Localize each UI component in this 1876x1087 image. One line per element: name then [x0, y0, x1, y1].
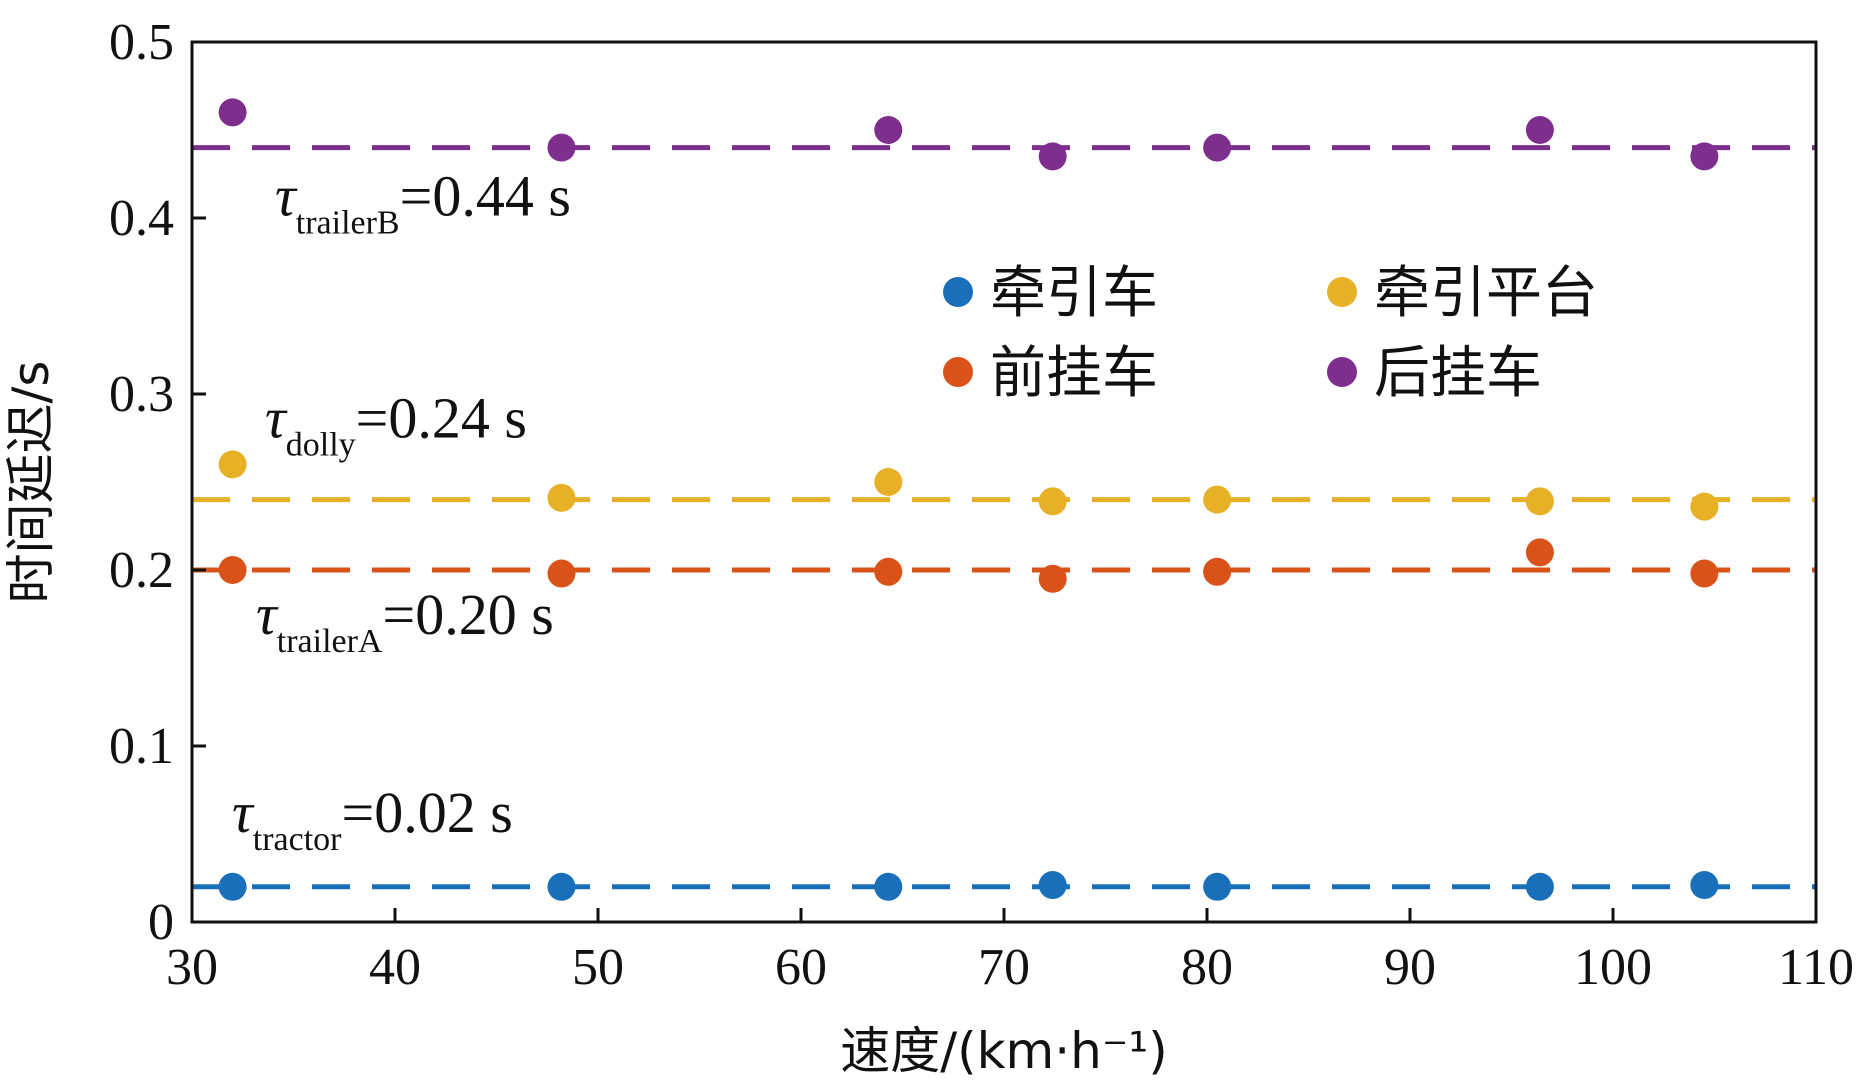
annotation-trailerA: τtrailerA=0.20 s — [256, 582, 554, 660]
x-tick-label: 30 — [166, 939, 218, 996]
y-tick-label: 0.1 — [109, 718, 174, 775]
legend-label: 前挂车 — [990, 341, 1158, 406]
legend-label: 后挂车 — [1374, 341, 1542, 406]
point-series-2 — [874, 468, 903, 496]
point-series-4 — [1203, 133, 1232, 162]
annotation-value: =0.02 s — [341, 780, 512, 845]
x-axis-title: 速度/(km·h⁻¹) — [840, 1022, 1168, 1080]
point-series-2 — [218, 450, 247, 479]
point-series-2 — [1203, 485, 1232, 514]
legend-marker — [1327, 357, 1357, 387]
point-series-1 — [218, 872, 247, 901]
point-series-1 — [1203, 872, 1232, 901]
point-series-4 — [1525, 116, 1554, 144]
annotation-tau: τ — [275, 164, 298, 229]
y-tick-label: 0.3 — [109, 366, 174, 423]
x-tick-label: 90 — [1384, 939, 1436, 996]
point-series-3 — [547, 559, 576, 588]
annotation-subscript: trailerA — [277, 623, 383, 660]
annotation-dolly: τdolly=0.24 s — [265, 386, 527, 464]
y-tick-label: 0.2 — [109, 542, 174, 599]
x-tick-label: 110 — [1778, 939, 1854, 996]
y-tick-label: 0.4 — [109, 190, 174, 247]
axis-ticks: 30 40 50 60 70 80 90 100 110 0 0.1 0.2 0.3 0.4 0.5 — [109, 14, 1854, 996]
point-series-4 — [1038, 142, 1067, 171]
annotation-tau: τ — [265, 386, 288, 451]
point-series-4 — [547, 133, 576, 162]
point-series-1 — [1525, 872, 1554, 901]
y-tick-label: 0 — [148, 894, 174, 951]
x-tick-label: 40 — [369, 939, 421, 996]
legend-label: 牵引平台 — [1374, 261, 1598, 326]
reference-lines — [192, 145, 1816, 890]
annotation-tau: τ — [232, 780, 255, 845]
point-series-1 — [1690, 871, 1719, 900]
legend-marker — [1327, 277, 1357, 307]
point-series-1 — [874, 872, 903, 901]
y-tick-label: 0.5 — [109, 14, 174, 71]
x-tick-label: 60 — [775, 939, 827, 996]
annotation-trailerB: τtrailerB=0.44 s — [275, 164, 571, 242]
annotation-tractor: τtractor=0.02 s — [232, 780, 513, 858]
legend-marker — [943, 277, 973, 307]
legend-marker — [943, 357, 973, 387]
point-series-1 — [547, 872, 576, 901]
point-series-4 — [874, 116, 903, 144]
annotation-value: =0.24 s — [356, 386, 527, 451]
annotation-subscript: dolly — [286, 427, 356, 464]
point-series-1 — [1038, 871, 1067, 900]
annotation-tau: τ — [256, 582, 279, 647]
x-tick-label: 70 — [978, 939, 1030, 996]
point-series-2 — [1038, 487, 1067, 516]
annotation-subscript: trailerB — [296, 205, 400, 242]
point-series-2 — [1690, 492, 1719, 521]
point-series-3 — [1525, 538, 1554, 567]
data-points — [218, 98, 1719, 901]
annotation-value: =0.20 s — [382, 582, 553, 647]
point-series-4 — [218, 98, 247, 127]
point-series-3 — [1203, 557, 1232, 586]
y-axis-title: 时间延迟/s — [2, 361, 60, 604]
point-series-2 — [1525, 487, 1554, 516]
point-series-3 — [874, 557, 903, 586]
point-series-3 — [218, 556, 247, 584]
annotation-subscript: tractor — [253, 821, 342, 858]
x-tick-label: 100 — [1574, 939, 1652, 996]
point-series-2 — [547, 483, 576, 512]
legend-label: 牵引车 — [990, 261, 1158, 326]
point-series-3 — [1690, 559, 1719, 588]
annotation-value: =0.44 s — [400, 164, 571, 229]
point-series-4 — [1690, 142, 1719, 171]
x-tick-label: 50 — [572, 939, 624, 996]
point-series-3 — [1038, 564, 1067, 593]
x-tick-label: 80 — [1181, 939, 1233, 996]
